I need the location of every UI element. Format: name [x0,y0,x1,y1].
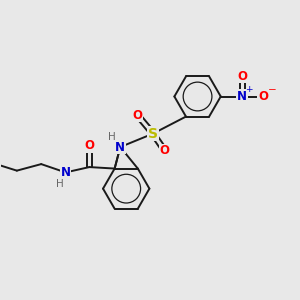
Text: N: N [237,90,247,103]
Text: H: H [108,132,116,142]
Text: O: O [133,109,142,122]
Text: O: O [237,70,247,83]
Text: O: O [258,90,268,103]
Text: N: N [115,140,125,154]
Text: −: − [268,85,277,95]
Text: N: N [61,166,70,179]
Text: +: + [245,85,252,94]
Text: S: S [148,127,158,141]
Text: O: O [84,139,94,152]
Text: H: H [56,179,64,189]
Text: O: O [160,144,170,158]
